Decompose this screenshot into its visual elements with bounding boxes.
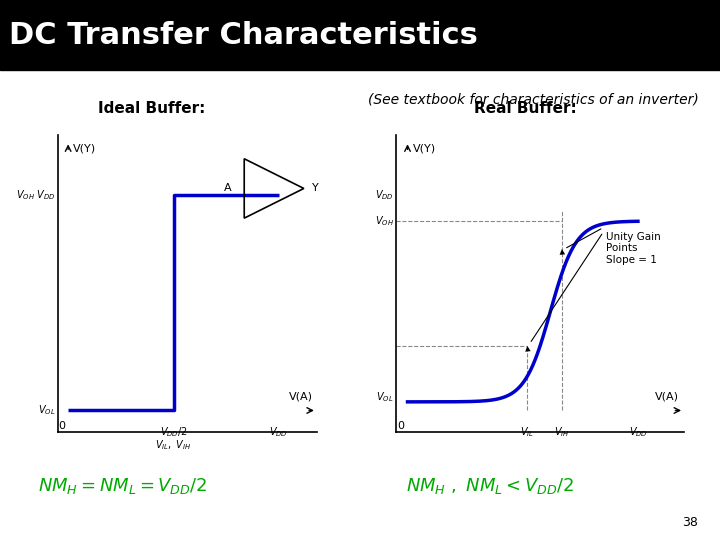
Text: 0: 0	[58, 421, 66, 430]
Text: $V_{OH}\ V_{DD}$: $V_{OH}\ V_{DD}$	[16, 188, 55, 202]
Text: 38: 38	[683, 516, 698, 529]
Text: (See textbook for characteristics of an inverter): (See textbook for characteristics of an …	[368, 93, 698, 107]
Text: DC Transfer Characteristics: DC Transfer Characteristics	[9, 21, 477, 50]
Text: V(Y): V(Y)	[73, 144, 96, 153]
Text: $V_{IL}$: $V_{IL}$	[521, 426, 534, 440]
Text: $V_{DD}$: $V_{DD}$	[629, 426, 647, 440]
Text: $V_{OL}$: $V_{OL}$	[38, 403, 55, 417]
Text: $V_{DD}$: $V_{DD}$	[269, 426, 288, 440]
Text: Ideal Buffer:: Ideal Buffer:	[97, 101, 205, 116]
Text: Unity Gain
Points
Slope = 1: Unity Gain Points Slope = 1	[606, 232, 660, 265]
Text: $NM_H\ ,\ NM_L < V_{DD}/2$: $NM_H\ ,\ NM_L < V_{DD}/2$	[405, 476, 574, 496]
Text: Real Buffer:: Real Buffer:	[474, 101, 577, 116]
Text: $V_{DD}/2$: $V_{DD}/2$	[160, 426, 187, 440]
Text: $V_{OH}$: $V_{OH}$	[375, 214, 394, 228]
Text: $V_{DD}$: $V_{DD}$	[375, 188, 394, 202]
Text: V(A): V(A)	[655, 392, 680, 402]
Text: V(A): V(A)	[289, 392, 312, 402]
Text: Y: Y	[312, 184, 318, 193]
Text: V(Y): V(Y)	[413, 144, 436, 153]
Text: 0: 0	[397, 421, 404, 430]
Text: $NM_H = NM_L = V_{DD}/2$: $NM_H = NM_L = V_{DD}/2$	[38, 476, 207, 496]
Text: $V_{IL},\ V_{IH}$: $V_{IL},\ V_{IH}$	[156, 438, 192, 453]
Text: A: A	[224, 184, 231, 193]
Text: $V_{OL}$: $V_{OL}$	[377, 390, 394, 404]
Text: $V_{IH}$: $V_{IH}$	[554, 426, 570, 440]
